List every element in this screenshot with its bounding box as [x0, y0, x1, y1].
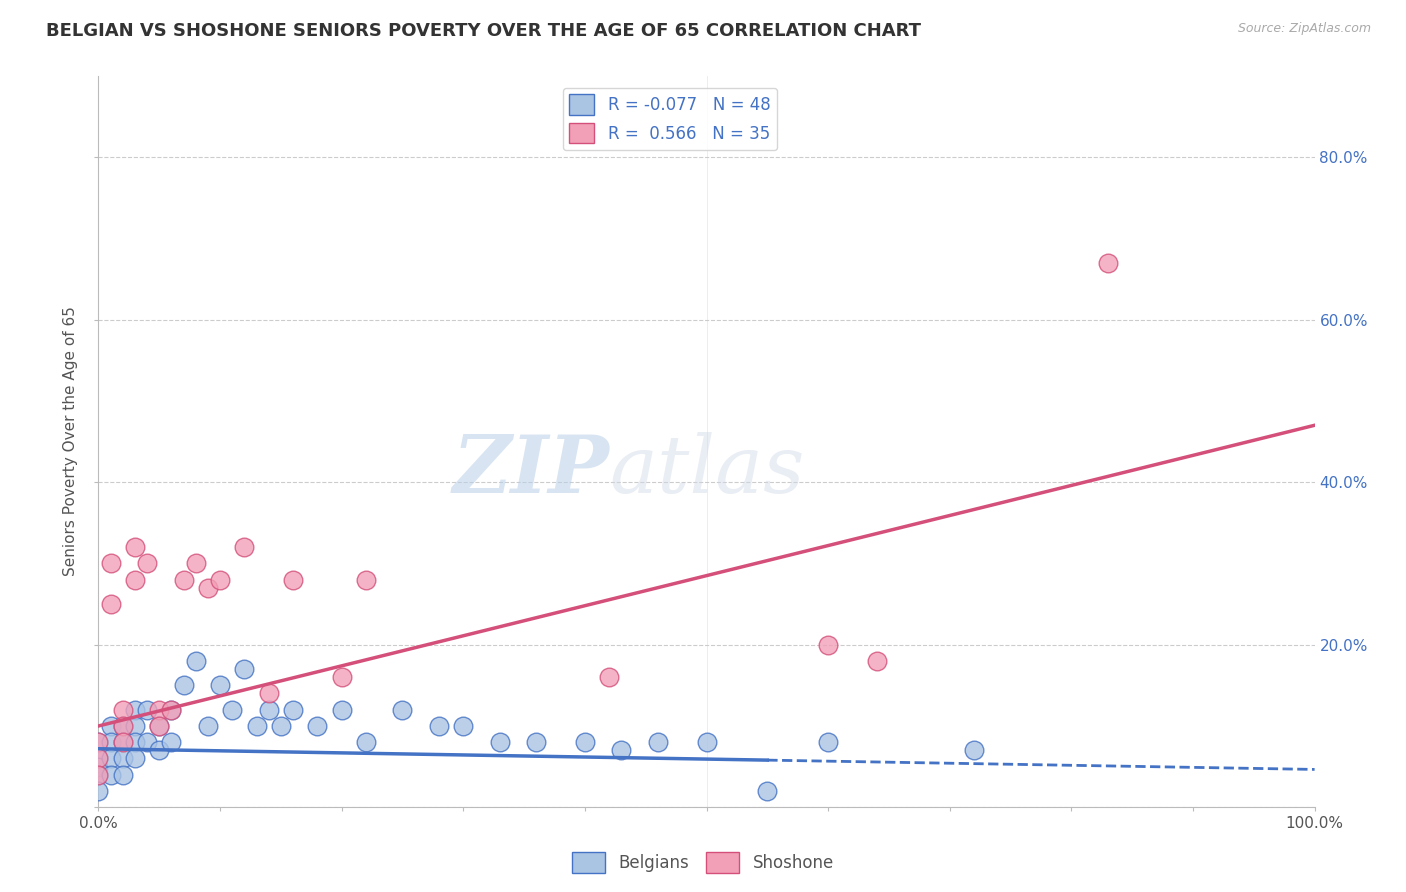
Point: [87, 768, 110, 782]
Point: [427, 719, 450, 733]
Point: [330, 670, 353, 684]
Point: [307, 719, 329, 733]
Point: [100, 768, 122, 782]
Point: [100, 735, 122, 749]
Point: [1097, 256, 1119, 270]
Point: [136, 557, 159, 571]
Point: [111, 719, 134, 733]
Point: [111, 735, 134, 749]
Point: [100, 751, 122, 765]
Point: [111, 703, 134, 717]
Point: [160, 703, 183, 717]
Point: [148, 743, 170, 757]
Point: [598, 670, 620, 684]
Point: [257, 703, 280, 717]
Point: [233, 662, 256, 676]
Point: [756, 784, 779, 798]
Point: [160, 735, 183, 749]
Point: [245, 719, 267, 733]
Point: [111, 751, 134, 765]
Point: [148, 719, 170, 733]
Text: ZIP: ZIP: [453, 432, 609, 509]
Point: [87, 735, 110, 749]
Text: BELGIAN VS SHOSHONE SENIORS POVERTY OVER THE AGE OF 65 CORRELATION CHART: BELGIAN VS SHOSHONE SENIORS POVERTY OVER…: [46, 22, 921, 40]
Point: [197, 719, 219, 733]
Point: [100, 597, 122, 611]
Point: [963, 743, 986, 757]
Legend: R = -0.077   N = 48, R =  0.566   N = 35: R = -0.077 N = 48, R = 0.566 N = 35: [562, 87, 778, 150]
Point: [647, 735, 669, 749]
Point: [184, 557, 207, 571]
Text: Source: ZipAtlas.com: Source: ZipAtlas.com: [1237, 22, 1371, 36]
Point: [87, 751, 110, 765]
Point: [209, 573, 232, 587]
Text: atlas: atlas: [609, 432, 804, 509]
Point: [124, 703, 146, 717]
Point: [100, 557, 122, 571]
Point: [124, 573, 146, 587]
Point: [233, 540, 256, 554]
Point: [87, 759, 110, 773]
Point: [610, 743, 633, 757]
Point: [87, 751, 110, 765]
Point: [197, 581, 219, 595]
Point: [574, 735, 596, 749]
Point: [453, 719, 475, 733]
Legend: Belgians, Shoshone: Belgians, Shoshone: [565, 846, 841, 880]
Point: [148, 703, 170, 717]
Point: [136, 703, 159, 717]
Point: [173, 678, 195, 692]
Point: [209, 678, 232, 692]
Point: [87, 735, 110, 749]
Point: [111, 719, 134, 733]
Point: [391, 703, 413, 717]
Point: [354, 735, 377, 749]
Point: [111, 768, 134, 782]
Point: [281, 573, 304, 587]
Point: [281, 703, 304, 717]
Point: [866, 654, 889, 668]
Point: [221, 703, 243, 717]
Point: [817, 638, 839, 652]
Point: [87, 768, 110, 782]
Point: [124, 719, 146, 733]
Point: [87, 784, 110, 798]
Point: [136, 735, 159, 749]
Point: [160, 703, 183, 717]
Point: [100, 719, 122, 733]
Point: [524, 735, 547, 749]
Point: [148, 719, 170, 733]
Point: [696, 735, 718, 749]
Point: [184, 654, 207, 668]
Point: [111, 735, 134, 749]
Point: [257, 686, 280, 700]
Point: [124, 540, 146, 554]
Point: [270, 719, 292, 733]
Y-axis label: Seniors Poverty Over the Age of 65: Seniors Poverty Over the Age of 65: [63, 307, 79, 576]
Point: [124, 751, 146, 765]
Point: [330, 703, 353, 717]
Point: [817, 735, 839, 749]
Point: [488, 735, 510, 749]
Point: [124, 735, 146, 749]
Point: [354, 573, 377, 587]
Point: [173, 573, 195, 587]
